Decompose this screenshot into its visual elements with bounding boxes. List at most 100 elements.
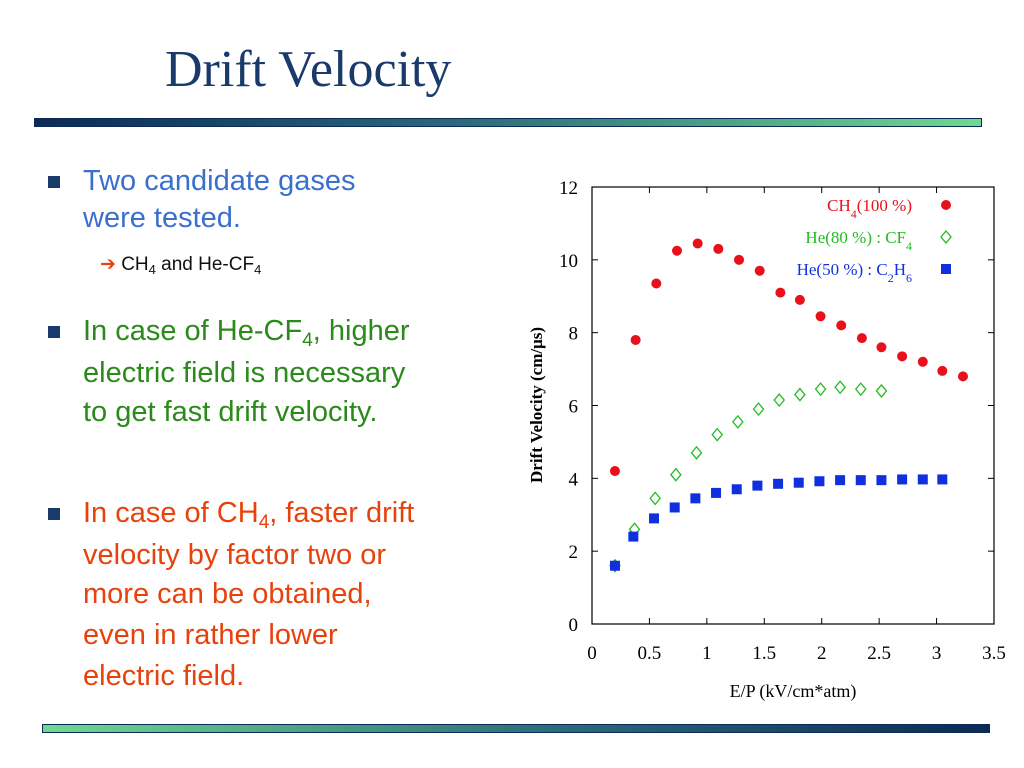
- he-c2h6-data-point: [628, 531, 639, 542]
- bullet-3-line-4: even in rather lower: [83, 619, 338, 651]
- he-cf4-data-point: [711, 427, 724, 442]
- legend-ch4-marker: [941, 200, 951, 210]
- plot-area-frame: [591, 186, 995, 625]
- y-tick-label: 10: [559, 251, 578, 272]
- sub-bullet-text-b: and He-CF: [155, 254, 255, 275]
- square-bullet-icon: [48, 508, 60, 520]
- bullet-1-line-1: Two candidate gases: [83, 165, 356, 197]
- he-c2h6-data-point: [937, 474, 948, 485]
- he-c2h6-data-point: [876, 475, 887, 486]
- bullet-3-line-2: velocity by factor two or: [83, 539, 386, 571]
- x-tick-label: 0: [587, 643, 597, 664]
- he-c2h6-data-point: [731, 484, 742, 495]
- drift-velocity-chart: 0 0.5 1 1.5 2 2.5 3 3.5 0 2 4 6 8 10 12 CH4(100 %) He(8…: [527, 178, 1006, 702]
- ch4-data-point: [917, 356, 928, 367]
- he-c2h6-data-point: [711, 487, 722, 498]
- legend-he-c2h6-marker: [941, 264, 951, 274]
- he-cf4-data-point: [854, 382, 867, 397]
- ch4-data-point: [856, 333, 867, 344]
- ch4-data-point: [876, 342, 887, 353]
- he-cf4-data-point: [834, 380, 846, 395]
- ch4-data-point: [937, 365, 948, 376]
- sub-bullet-text-a: CH: [121, 254, 149, 275]
- he-cf4-data-point: [669, 467, 682, 482]
- he-cf4-data-point: [814, 382, 827, 397]
- legend-he-cf4-label: He(80 %) : CF4: [805, 228, 912, 253]
- bullet-3-line-1: In case of CH4, faster drift: [83, 495, 414, 532]
- ch4-data-point: [609, 466, 620, 477]
- ch4-data-point: [815, 311, 826, 322]
- he-cf4-data-point: [649, 491, 662, 506]
- ch4-data-point: [651, 278, 662, 289]
- y-tick-label: 8: [569, 324, 579, 345]
- he-cf4-data-point: [875, 383, 888, 398]
- x-tick-label: 1: [702, 643, 712, 664]
- he-c2h6-data-point: [649, 513, 660, 524]
- he-c2h6-data-point: [793, 477, 804, 488]
- he-c2h6-data-point: [897, 474, 908, 485]
- ch4-data-point: [794, 294, 805, 305]
- square-bullet-icon: [48, 176, 60, 188]
- bullet-2-line-2: electric field is necessary: [83, 357, 406, 389]
- he-cf4-data-point: [732, 414, 744, 429]
- y-tick-label: 0: [569, 615, 579, 636]
- ch4-data-point: [671, 245, 682, 256]
- ch4-data-point: [775, 287, 786, 298]
- right-arrow-icon: ➔: [100, 254, 116, 275]
- he-cf4-data-point: [794, 387, 806, 402]
- he-c2h6-data-point: [814, 476, 825, 487]
- he-c2h6-data-point: [752, 480, 763, 491]
- x-tick-label: 1.5: [752, 643, 776, 664]
- ch4-data-point: [836, 320, 847, 331]
- he-c2h6-data-point: [773, 478, 784, 489]
- bullet-1-line-2: were tested.: [83, 202, 241, 234]
- legend-he-c2h6-label: He(50 %) : C2H6: [797, 260, 912, 285]
- data-points: [609, 238, 968, 573]
- bullet-3-line-5: electric field.: [83, 660, 245, 692]
- chart-legend: CH4(100 %) He(80 %) : CF4 He(50 %) : C2H6: [797, 196, 952, 285]
- he-c2h6-data-point: [669, 502, 680, 513]
- he-c2h6-data-point: [835, 475, 846, 486]
- y-tick-label: 4: [569, 469, 579, 490]
- legend-he-cf4-marker: [940, 229, 952, 245]
- he-cf4-data-point: [690, 445, 703, 460]
- x-tick-label: 3: [932, 643, 942, 664]
- ch4-data-point: [713, 243, 724, 254]
- he-c2h6-data-point: [855, 475, 866, 486]
- ch4-data-point: [630, 334, 641, 345]
- bullet-2-text-b: , higher: [312, 315, 410, 347]
- bullet-2-line-3: to get fast drift velocity.: [83, 396, 378, 428]
- y-tick-label: 2: [569, 542, 579, 563]
- ch4-data-point: [754, 265, 765, 276]
- bullet-3-text-b: , faster drift: [269, 497, 415, 529]
- square-bullet-icon: [48, 326, 60, 338]
- he-cf4-data-point: [752, 402, 765, 417]
- bullet-3-line-3: more can be obtained,: [83, 578, 372, 610]
- y-axis-label: Drift Velocity (cm/μs): [527, 327, 546, 483]
- bullet-3-sub: 4: [258, 512, 270, 533]
- x-tick-label: 2.5: [867, 643, 891, 664]
- ch4-data-point: [957, 371, 968, 382]
- he-c2h6-data-point: [917, 474, 928, 485]
- legend-ch4-label: CH4(100 %): [827, 196, 912, 221]
- he-c2h6-data-point: [609, 560, 620, 571]
- x-axis-label: E/P (kV/cm*atm): [730, 681, 857, 702]
- y-tick-label: 12: [559, 178, 578, 199]
- x-tick-label: 0.5: [638, 643, 662, 664]
- title-divider: [34, 118, 982, 127]
- bullet-2-text-a: In case of He-CF: [83, 315, 303, 347]
- sub-bullet-sub-b: 4: [254, 262, 262, 277]
- bullet-2-sub: 4: [302, 330, 313, 351]
- he-c2h6-data-point: [690, 493, 701, 504]
- bullet-2-line-1: In case of He-CF4, higher: [83, 313, 410, 350]
- footer-divider: [42, 724, 990, 733]
- slide-title: Drift Velocity: [165, 41, 452, 98]
- bullet-3-text-a: In case of CH: [83, 497, 259, 529]
- sub-bullet-sub-a: 4: [148, 262, 156, 277]
- x-tick-label: 2: [817, 643, 827, 664]
- ch4-data-point: [897, 351, 908, 362]
- ch4-data-point: [692, 238, 703, 249]
- x-tick-label: 3.5: [982, 643, 1006, 664]
- axis-ticks: 0 0.5 1 1.5 2 2.5 3 3.5 0 2 4 6 8 10 12: [559, 178, 1006, 664]
- he-cf4-data-point: [773, 393, 786, 408]
